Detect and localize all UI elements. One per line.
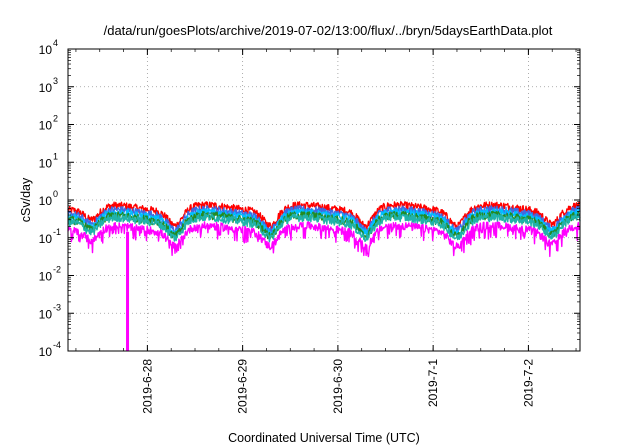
grid-lines xyxy=(68,49,580,351)
chart-title: /data/run/goesPlots/archive/2019-07-02/1… xyxy=(104,23,553,38)
y-tick-exponent: -1 xyxy=(53,227,61,237)
series-line xyxy=(67,221,581,258)
y-tick-exponent: 1 xyxy=(53,151,58,161)
magenta-spike xyxy=(126,231,130,351)
y-tick-exponent: -4 xyxy=(53,340,61,350)
x-tick-label: 2019-6-30 xyxy=(331,359,345,414)
y-tick-label: 10 xyxy=(39,119,53,133)
y-tick-label: 10 xyxy=(39,232,53,246)
y-tick-exponent: -2 xyxy=(53,265,61,275)
y-tick-label: 10 xyxy=(39,270,53,284)
y-tick-exponent: 2 xyxy=(53,114,58,124)
x-axis-label: Coordinated Universal Time (UTC) xyxy=(228,431,420,445)
x-tick-label: 2019-7-2 xyxy=(521,359,535,407)
y-tick-label: 10 xyxy=(39,43,53,57)
y-tick-label: 10 xyxy=(39,194,53,208)
y-tick-exponent: 3 xyxy=(53,76,58,86)
x-tick-labels: 2019-6-28 2019-6-29 2019-6-30 2019-7-1 2019-… xyxy=(140,359,535,414)
y-tick-exponent: 0 xyxy=(53,189,58,199)
y-tick-label: 10 xyxy=(39,156,53,170)
y-axis-label: cSv/day xyxy=(19,177,33,222)
y-tick-label: 10 xyxy=(39,81,53,95)
x-tick-label: 2019-6-28 xyxy=(140,359,154,414)
x-tick-label: 2019-7-1 xyxy=(426,359,440,407)
y-tick-exponent: -3 xyxy=(53,302,61,312)
tick-marks xyxy=(68,48,580,352)
y-tick-exponent: 4 xyxy=(53,38,58,48)
x-tick-label: 2019-6-29 xyxy=(236,359,250,414)
series-line xyxy=(67,212,581,243)
series-group xyxy=(67,200,581,351)
y-tick-label: 10 xyxy=(39,345,53,359)
y-tick-label: 10 xyxy=(39,307,53,321)
series-line xyxy=(67,205,581,236)
